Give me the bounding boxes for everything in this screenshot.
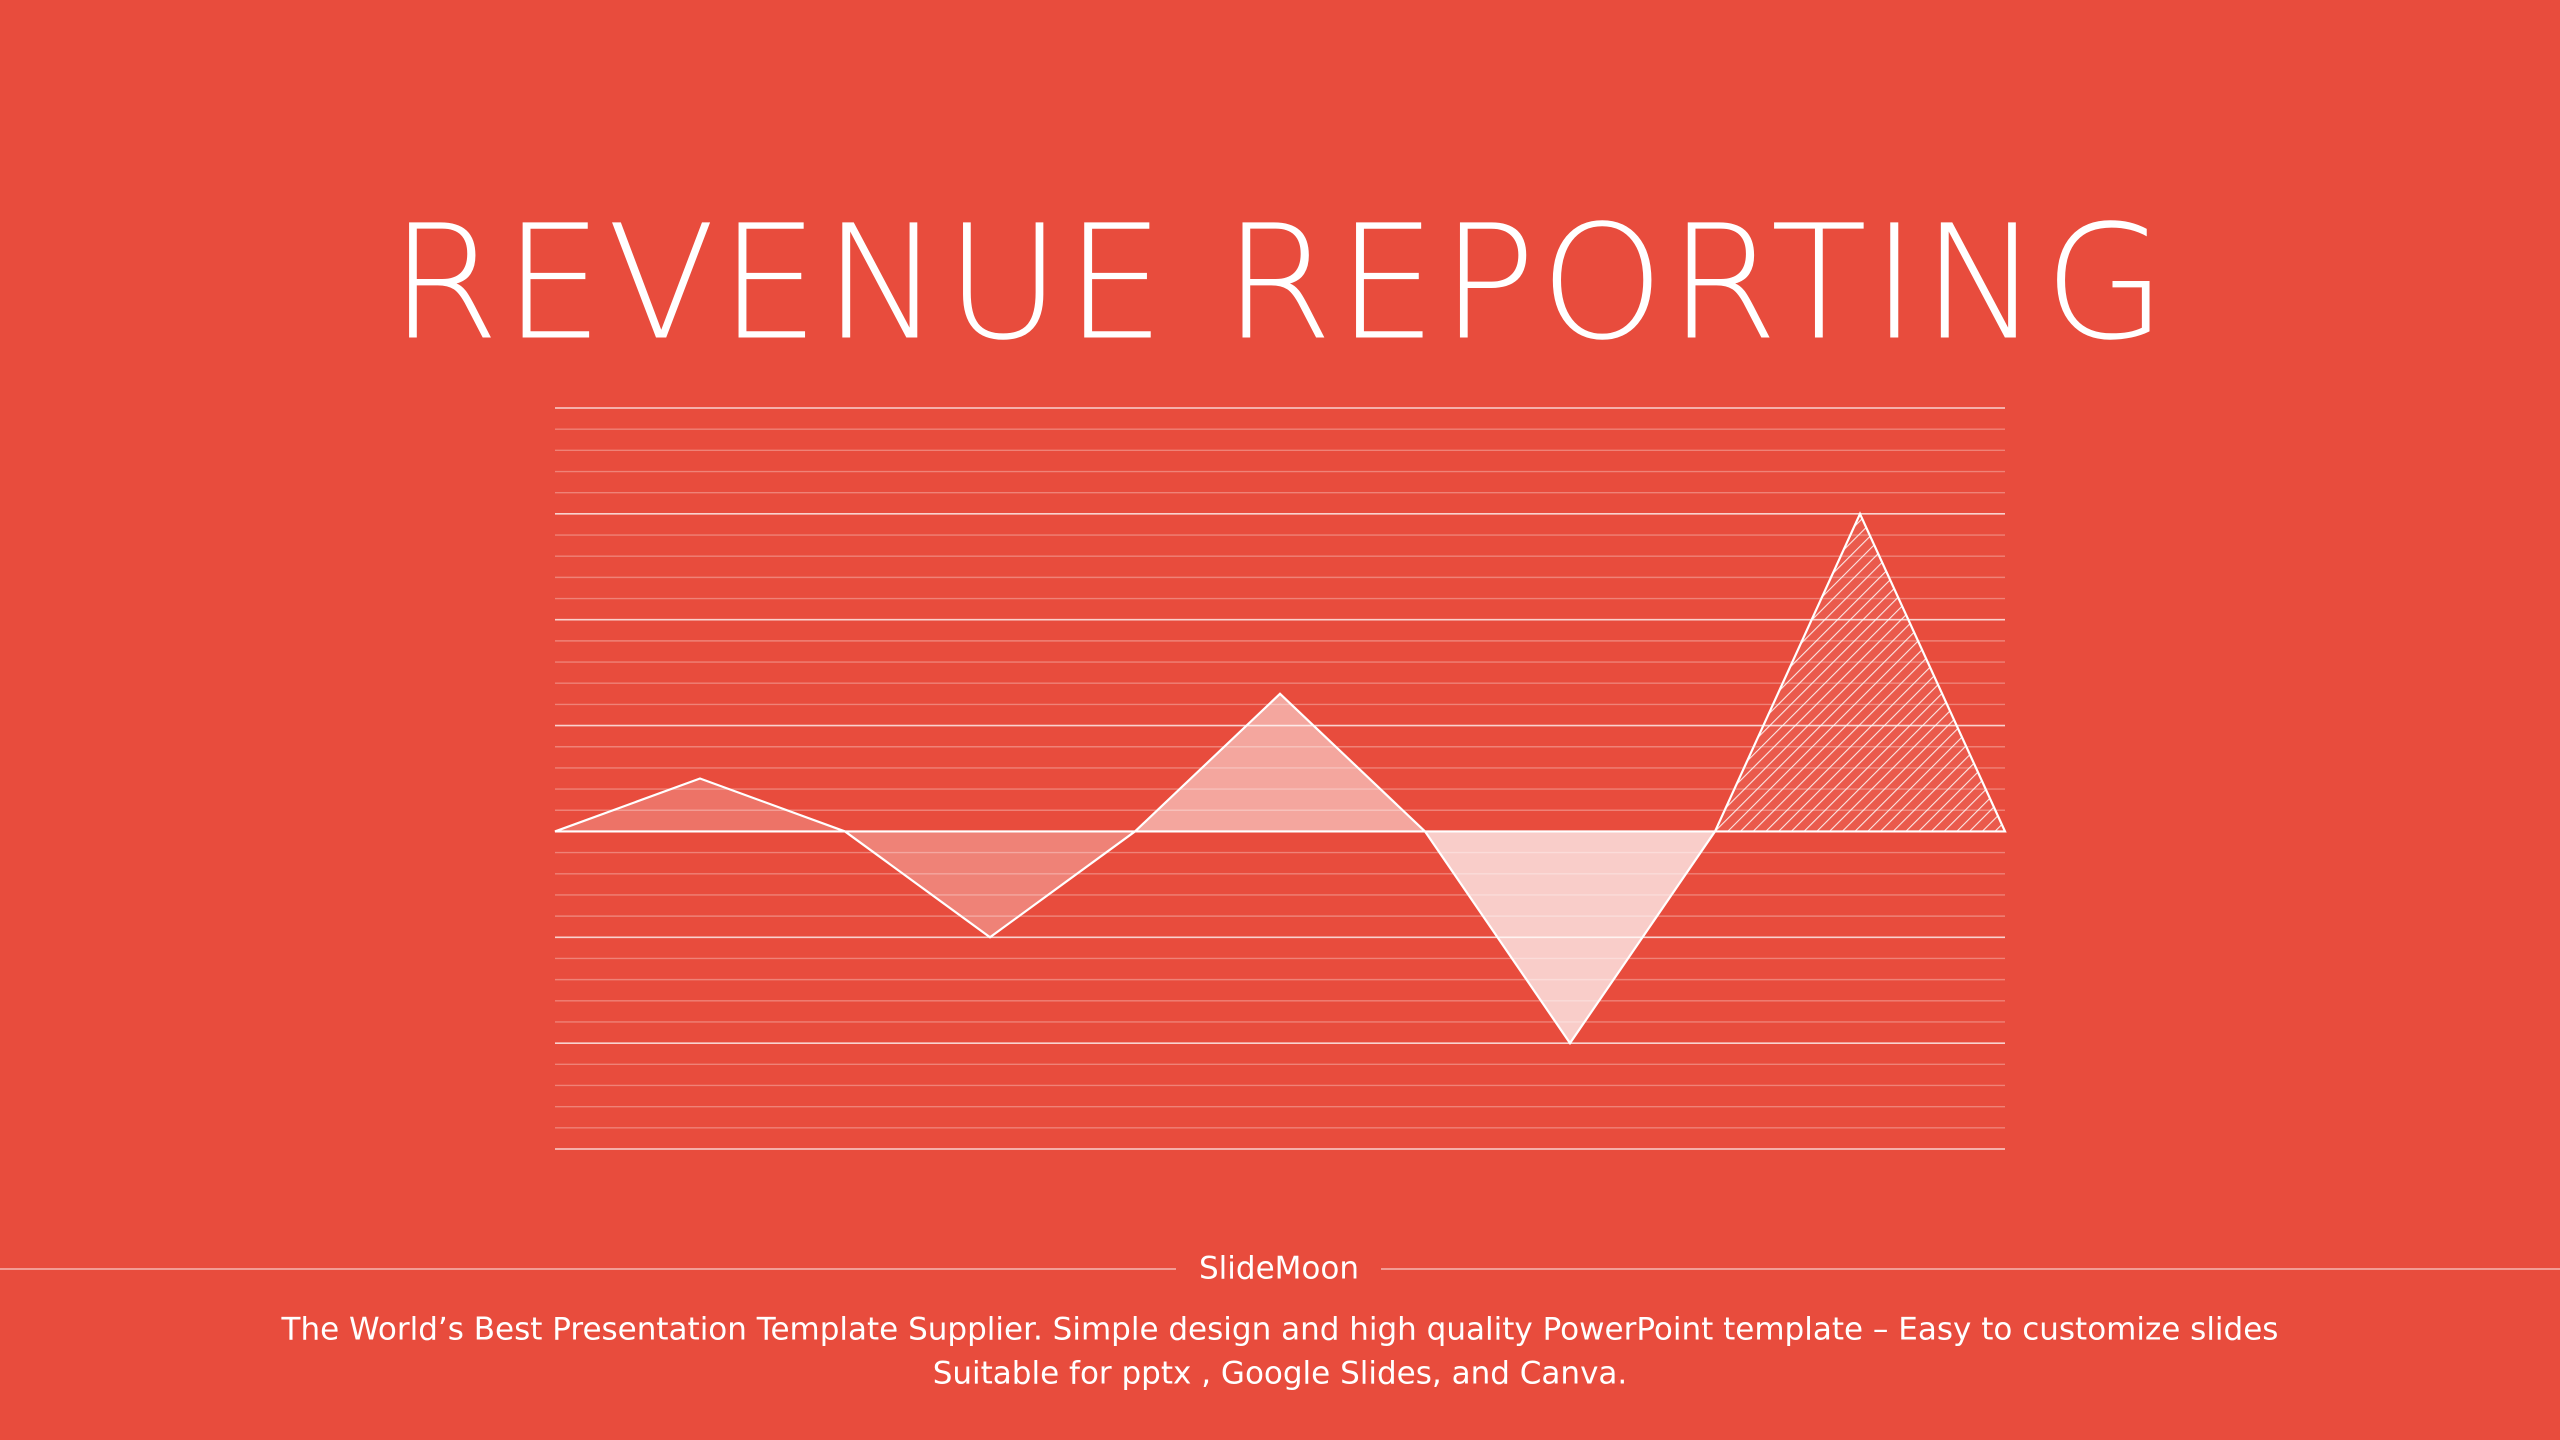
triangle <box>841 830 1139 939</box>
triangle <box>1422 830 1718 1046</box>
footer-text: The World’s Best Presentation Template S… <box>281 1312 2279 1348</box>
footer-text: Suitable for pptx , Google Slides, and C… <box>933 1356 1628 1392</box>
triangle <box>554 777 846 833</box>
chart-title: REVENUE REPORTING <box>390 192 2171 376</box>
brand: SlideMoon <box>1199 1251 1359 1287</box>
triangle <box>1132 692 1428 833</box>
triangle <box>1713 511 2007 833</box>
